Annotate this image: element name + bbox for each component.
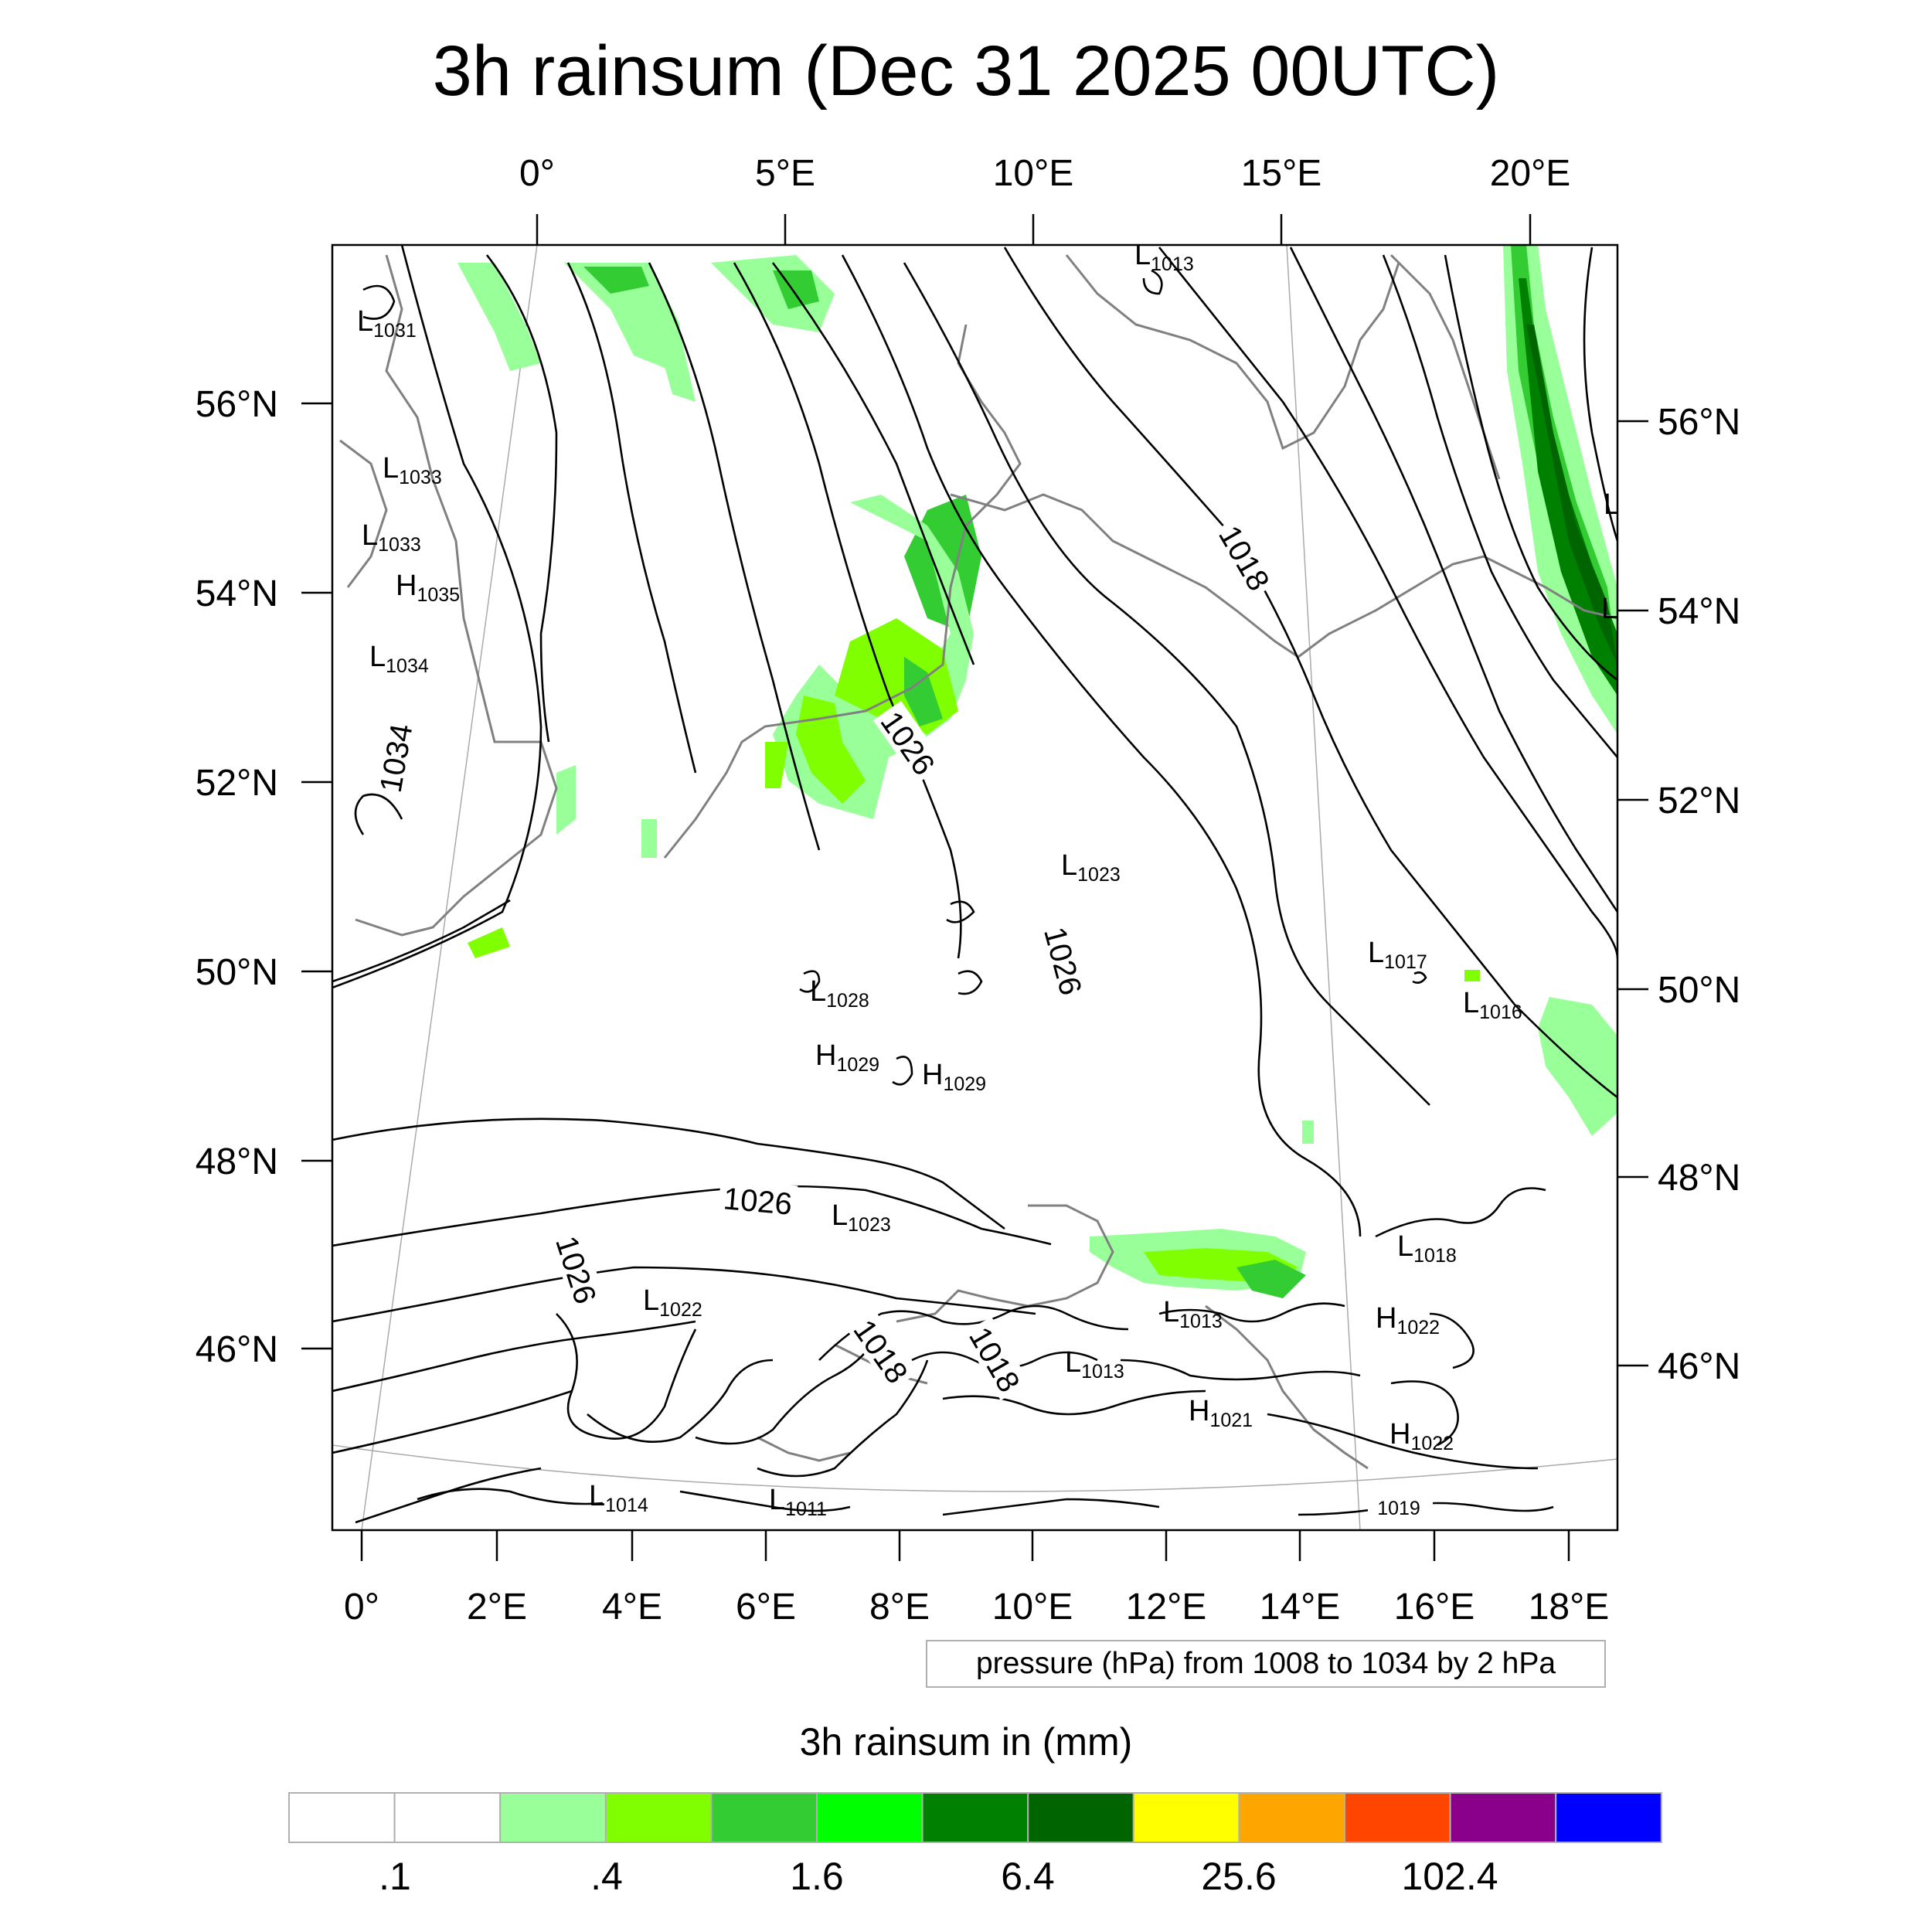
- isobar-label: 1019: [1377, 1498, 1420, 1519]
- colorbar: [288, 1792, 1662, 1843]
- bottom-tick-label: 18°E: [1529, 1587, 1610, 1628]
- pressure-center: L1023: [832, 1199, 891, 1236]
- axis-labels: 0° 5°E 10°E 15°E 20°E 0° 2°E 4°E 6°E 8°E…: [196, 153, 1741, 1628]
- pressure-center: H1022: [1376, 1302, 1440, 1338]
- colorbar-label: 102.4: [1401, 1855, 1498, 1898]
- pressure-center: L1022: [643, 1284, 702, 1321]
- colorbar-label: 1.6: [790, 1855, 844, 1898]
- pressure-center: H1035: [396, 570, 460, 606]
- axis-ticks: [301, 214, 1648, 1561]
- pressure-info-box: pressure (hPa) from 1008 to 1034 by 2 hP…: [926, 1640, 1606, 1688]
- colorbar-swatch: [710, 1792, 818, 1843]
- right-tick-label: 46°N: [1658, 1346, 1740, 1387]
- colorbar-swatch: [1555, 1792, 1662, 1843]
- pressure-center: L1013: [1134, 239, 1194, 275]
- plot-area: L1013 L1031 L1033 L1033 H1035 L1034 L102…: [332, 239, 1620, 1530]
- colorbar-swatch: [1449, 1792, 1557, 1843]
- pressure-center: L1013: [1163, 1296, 1223, 1332]
- plot-frame: [331, 243, 1619, 1532]
- pressure-center: L1013: [1065, 1346, 1124, 1383]
- pressure-center: L1033: [362, 519, 421, 556]
- pressure-center: H1021: [1189, 1395, 1253, 1431]
- left-tick-label: 50°N: [196, 952, 278, 993]
- pressure-center: L1017: [1368, 937, 1427, 973]
- pressure-center: L1034: [369, 641, 429, 677]
- pressure-center: H1029: [815, 1039, 879, 1076]
- top-tick-label: 5°E: [755, 153, 815, 194]
- pressure-center: H1022: [1389, 1418, 1454, 1454]
- colorbar-label: 6.4: [1001, 1855, 1055, 1898]
- chart-title: 3h rainsum (Dec 31 2025 00UTC): [432, 32, 1500, 111]
- pressure-center: L1028: [810, 975, 869, 1012]
- right-tick-label: 52°N: [1658, 781, 1740, 821]
- pressure-center: L1023: [1061, 849, 1121, 886]
- pressure-center: L1011: [769, 1484, 827, 1520]
- pressure-center: L1014: [589, 1480, 648, 1516]
- bottom-tick-label: 14°E: [1260, 1587, 1341, 1628]
- pressure-center: L1031: [357, 305, 417, 342]
- pressure-center: H1029: [922, 1059, 986, 1095]
- bottom-tick-label: 10°E: [992, 1587, 1073, 1628]
- colorbar-swatch: [1344, 1792, 1451, 1843]
- bottom-tick-label: 16°E: [1394, 1587, 1475, 1628]
- colorbar-label: .4: [590, 1855, 623, 1898]
- colorbar-label: .1: [379, 1855, 411, 1898]
- bottom-tick-label: 2°E: [467, 1587, 527, 1628]
- bottom-tick-label: 6°E: [736, 1587, 796, 1628]
- isobar-label: 1026: [1037, 923, 1088, 998]
- right-tick-label: 48°N: [1658, 1158, 1740, 1199]
- colorbar-swatch: [816, 1792, 923, 1843]
- colorbar-labels: .1 .4 1.6 6.4 25.6 102.4: [379, 1855, 1498, 1898]
- top-tick-label: 0°: [519, 153, 555, 194]
- left-tick-label: 52°N: [196, 763, 278, 804]
- pressure-center: L: [1601, 593, 1617, 625]
- pressure-center-labels: L1013 L1031 L1033 L1033 H1035 L1034 L102…: [357, 239, 1620, 1520]
- bottom-tick-label: 0°: [344, 1587, 379, 1628]
- pressure-center: L1016: [1463, 987, 1522, 1023]
- colorbar-swatch: [1238, 1792, 1346, 1843]
- right-tick-label: 50°N: [1658, 970, 1740, 1011]
- pressure-center: L1033: [383, 452, 442, 488]
- right-tick-label: 56°N: [1658, 402, 1740, 443]
- bottom-tick-label: 4°E: [602, 1587, 662, 1628]
- isobar-label: 1018: [1212, 520, 1276, 597]
- colorbar-swatch: [288, 1792, 396, 1843]
- left-tick-label: 54°N: [196, 573, 278, 614]
- colorbar-title: 3h rainsum in (mm): [799, 1720, 1133, 1764]
- bottom-tick-label: 8°E: [869, 1587, 930, 1628]
- colorbar-swatch: [393, 1792, 502, 1843]
- colorbar-swatch: [1132, 1792, 1240, 1843]
- left-tick-label: 46°N: [196, 1329, 278, 1370]
- colorbar-swatch: [921, 1792, 1029, 1843]
- pressure-center: L: [1604, 488, 1620, 521]
- top-tick-label: 15°E: [1241, 153, 1322, 194]
- colorbar-swatch: [499, 1792, 607, 1843]
- pressure-center: L1018: [1397, 1230, 1457, 1267]
- left-tick-label: 48°N: [196, 1141, 278, 1182]
- colorbar-label: 25.6: [1201, 1855, 1276, 1898]
- bottom-tick-label: 12°E: [1126, 1587, 1207, 1628]
- colorbar-swatch: [604, 1792, 713, 1843]
- left-tick-label: 56°N: [196, 384, 278, 425]
- coastlines: [339, 253, 1617, 1470]
- isobar-label: 1034: [374, 721, 420, 794]
- top-tick-label: 10°E: [993, 153, 1074, 194]
- right-tick-label: 54°N: [1658, 591, 1740, 632]
- top-tick-label: 20°E: [1490, 153, 1571, 194]
- rain-shading: [457, 245, 1617, 1298]
- isobar-label: 1026: [722, 1182, 793, 1222]
- colorbar-swatch: [1027, 1792, 1134, 1843]
- graticule: [332, 245, 1617, 1530]
